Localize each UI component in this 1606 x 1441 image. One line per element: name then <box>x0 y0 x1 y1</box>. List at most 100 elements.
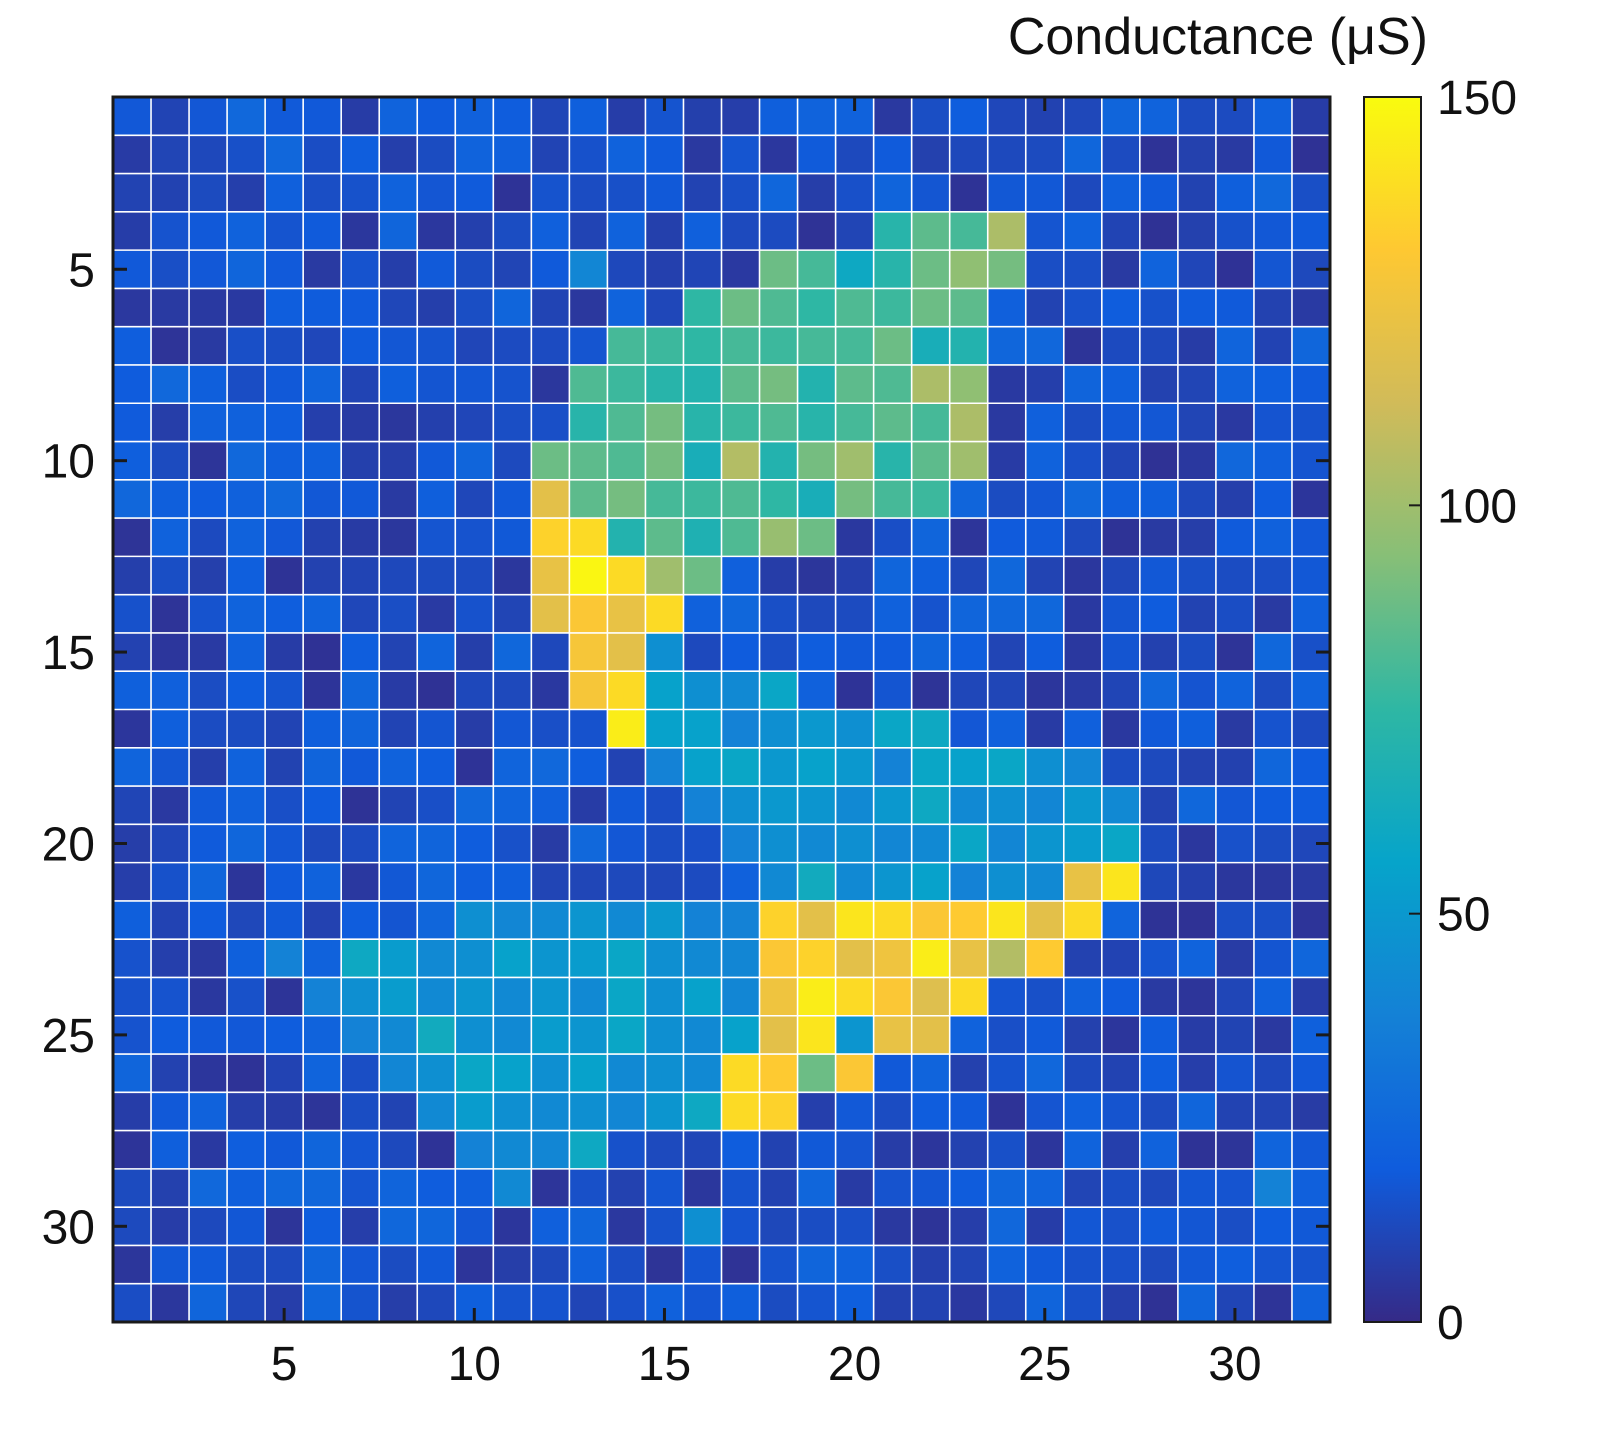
heatmap-cell <box>341 1207 380 1246</box>
heatmap-cell <box>151 403 190 442</box>
heatmap-cell <box>265 786 304 825</box>
heatmap-cell <box>1139 900 1179 940</box>
heatmap-cell <box>645 1015 684 1055</box>
heatmap-cell <box>569 326 608 366</box>
heatmap-cell <box>1253 518 1293 557</box>
heatmap-cell <box>1215 556 1255 596</box>
heatmap-cell <box>1253 824 1293 864</box>
heatmap-cell <box>265 479 304 519</box>
heatmap-cell <box>569 671 608 710</box>
heatmap-cell <box>987 97 1027 136</box>
heatmap-cell <box>417 441 456 481</box>
heatmap-cell <box>417 1092 456 1131</box>
heatmap-cell <box>607 518 646 557</box>
heatmap-cell <box>1291 326 1331 366</box>
heatmap-cell <box>645 939 684 978</box>
heatmap-cell <box>759 1245 798 1285</box>
heatmap-cell <box>1215 786 1255 825</box>
heatmap-cell <box>721 97 760 136</box>
heatmap-cell <box>265 1092 304 1131</box>
heatmap-cell <box>1177 97 1217 136</box>
heatmap-cell <box>911 939 951 978</box>
heatmap-cell <box>303 173 342 213</box>
heatmap-cell <box>303 900 342 940</box>
heatmap-cell <box>835 862 875 902</box>
heatmap-cell <box>569 1245 608 1285</box>
heatmap-cell <box>759 1283 798 1323</box>
heatmap-cell <box>1101 594 1141 634</box>
heatmap-cell <box>189 824 228 864</box>
heatmap-cell <box>683 1054 722 1093</box>
heatmap-cell <box>189 518 228 557</box>
heatmap-cell <box>949 900 989 940</box>
heatmap-cell <box>1139 1245 1179 1285</box>
heatmap-cell <box>683 900 722 940</box>
heatmap-cell <box>151 1168 190 1208</box>
heatmap-cell <box>987 671 1027 710</box>
heatmap-cell <box>873 900 913 940</box>
heatmap-cell <box>151 1207 190 1246</box>
heatmap-cell <box>189 1168 228 1208</box>
heatmap-cell <box>569 1168 608 1208</box>
heatmap-cell <box>1177 288 1217 328</box>
heatmap-cell <box>645 479 684 519</box>
heatmap-cell <box>645 1054 684 1093</box>
heatmap-cell <box>1215 900 1255 940</box>
heatmap-cell <box>569 1054 608 1093</box>
heatmap-cell <box>835 594 875 634</box>
heatmap-cell <box>379 1015 418 1055</box>
heatmap-cell <box>303 1207 342 1246</box>
heatmap-cell <box>113 786 152 825</box>
heatmap-cell <box>1291 479 1331 519</box>
heatmap-cell <box>265 135 304 174</box>
heatmap-cell <box>1101 632 1141 672</box>
heatmap-cell <box>645 1168 684 1208</box>
heatmap-cell <box>987 364 1027 404</box>
heatmap-cell <box>1025 135 1065 174</box>
heatmap-cell <box>151 1130 190 1170</box>
heatmap-cell <box>797 747 836 787</box>
heatmap-cell <box>607 1015 646 1055</box>
heatmap-cell <box>227 786 266 825</box>
heatmap-cell <box>987 1207 1027 1246</box>
heatmap-cell <box>1253 747 1293 787</box>
heatmap-cell <box>1291 135 1331 174</box>
heatmap-cell <box>835 939 875 978</box>
heatmap-cell <box>835 479 875 519</box>
heatmap-cell <box>417 556 456 596</box>
heatmap-cell <box>721 1207 760 1246</box>
heatmap-cell <box>227 250 266 289</box>
heatmap-cell <box>949 364 989 404</box>
heatmap-cell <box>1063 1207 1103 1246</box>
heatmap-cell <box>987 977 1027 1017</box>
heatmap-cell <box>569 862 608 902</box>
heatmap-cell <box>1215 135 1255 174</box>
heatmap-cell <box>455 632 494 672</box>
heatmap-cell <box>455 1245 494 1285</box>
heatmap-cell <box>265 211 304 251</box>
heatmap-cell <box>531 1283 570 1323</box>
heatmap-cell <box>683 288 722 328</box>
heatmap-cell <box>341 1168 380 1208</box>
heatmap-cell <box>189 479 228 519</box>
heatmap-cell <box>303 824 342 864</box>
heatmap-cell <box>341 135 380 174</box>
heatmap-cell <box>1101 1245 1141 1285</box>
heatmap-cell <box>417 479 456 519</box>
heatmap-cell <box>531 1245 570 1285</box>
heatmap-cell <box>645 1130 684 1170</box>
heatmap-cell <box>835 671 875 710</box>
heatmap-cell <box>1101 977 1141 1017</box>
heatmap-cell <box>1253 97 1293 136</box>
heatmap-cell <box>151 900 190 940</box>
heatmap-cell <box>835 977 875 1017</box>
heatmap-cell <box>911 288 951 328</box>
heatmap-cell <box>683 632 722 672</box>
heatmap-cell <box>987 1245 1027 1285</box>
heatmap-cell <box>1139 977 1179 1017</box>
heatmap-cell <box>759 1092 798 1131</box>
heatmap-cell <box>835 1092 875 1131</box>
heatmap-cell <box>189 1054 228 1093</box>
heatmap-cell <box>683 1092 722 1131</box>
heatmap-cell <box>341 1054 380 1093</box>
